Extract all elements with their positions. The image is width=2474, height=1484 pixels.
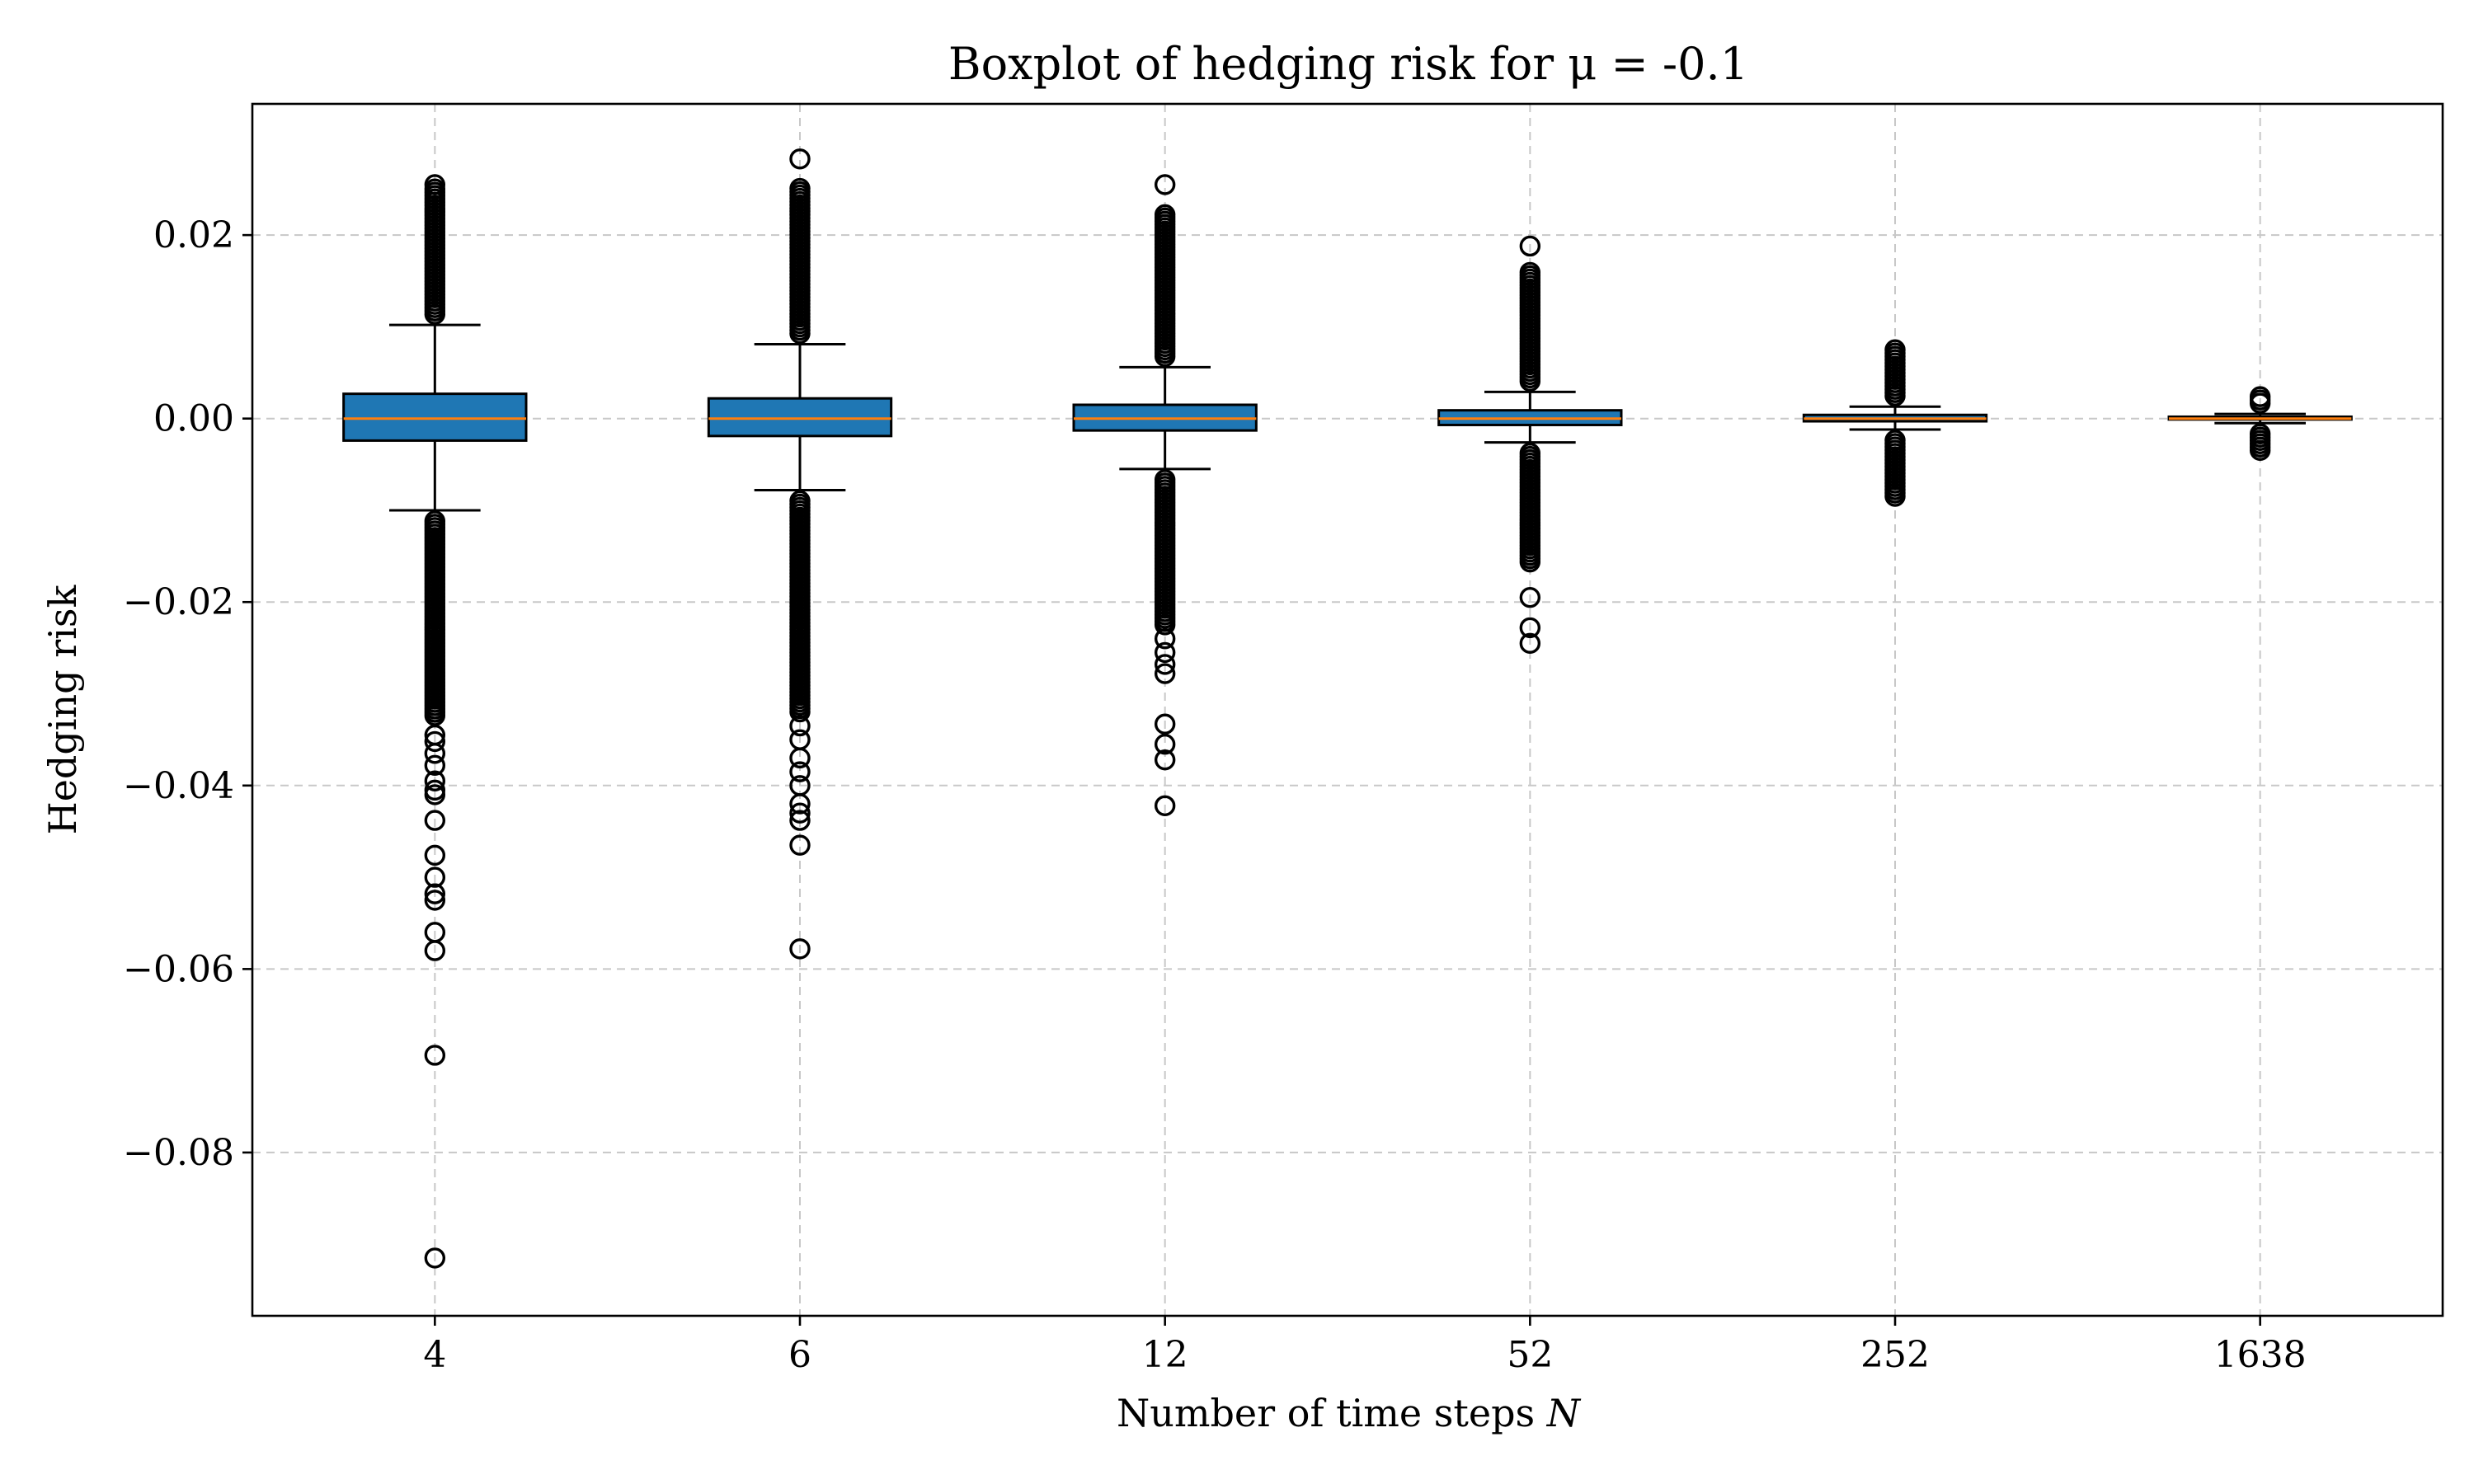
outlier-point: [1154, 734, 1176, 755]
x-tick-label: 252: [1860, 1334, 1930, 1376]
outlier-point: [424, 940, 446, 961]
outlier-point: [789, 802, 811, 824]
outlier-point: [1519, 261, 1541, 284]
box-series: [342, 148, 2353, 1269]
box-group-6: [707, 148, 893, 960]
outlier-point: [424, 754, 446, 777]
y-tick-label: −0.02: [123, 581, 234, 623]
x-axis-ticks: 4 6 12 52 252 1638: [423, 1316, 2307, 1376]
grid-lines: [252, 104, 2443, 1316]
outlier-point: [424, 883, 446, 904]
box-group-1638: [2167, 386, 2353, 461]
box-group-52: [1437, 235, 1623, 655]
outlier-point: [1154, 628, 1176, 650]
outlier-point: [789, 938, 811, 960]
outlier-point: [1154, 795, 1176, 816]
outlier-point: [2249, 439, 2271, 461]
outlier-point: [789, 834, 811, 856]
outlier-point: [789, 747, 811, 769]
outlier-point: [1154, 614, 1176, 636]
x-tick-label: 4: [423, 1334, 446, 1376]
outlier-point: [2249, 386, 2271, 407]
outlier-point: [1154, 654, 1176, 675]
outlier-point: [424, 866, 446, 888]
outlier-point: [1519, 617, 1541, 639]
iqr-box: [707, 397, 893, 438]
y-tick-label: −0.04: [123, 765, 234, 807]
outlier-point: [789, 810, 811, 831]
outlier-point: [1154, 713, 1176, 735]
outlier-point: [424, 174, 446, 195]
y-axis-label: Hedging risk: [40, 584, 85, 834]
outlier-point: [424, 1045, 446, 1066]
outlier-point: [1154, 641, 1176, 664]
outlier-point: [789, 715, 811, 737]
outlier-point: [789, 701, 811, 723]
outlier-point: [1884, 486, 1906, 507]
outlier-point: [789, 148, 811, 170]
outlier-point: [424, 730, 446, 753]
outlier-point: [1154, 663, 1176, 684]
x-tick-label: 6: [788, 1334, 811, 1376]
outlier-point: [1519, 551, 1541, 573]
outlier-point: [424, 743, 446, 764]
outlier-point: [1154, 174, 1176, 195]
box-group-4: [342, 174, 528, 1269]
outlier-point: [1154, 204, 1176, 226]
x-tick-label: 1638: [2214, 1334, 2307, 1376]
outlier-point: [1519, 586, 1541, 608]
chart-title: Boxplot of hedging risk for μ = -0.1: [948, 38, 1748, 90]
y-axis-ticks: 0.02 0.00 −0.02 −0.04 −0.06 −0.08: [123, 214, 252, 1174]
x-tick-label: 12: [1142, 1334, 1188, 1376]
outlier-point: [424, 1247, 446, 1269]
outlier-point: [1519, 632, 1541, 655]
outlier-point: [1884, 339, 1906, 360]
y-tick-label: 0.02: [153, 214, 234, 256]
outlier-point: [424, 890, 446, 911]
outlier-point: [424, 844, 446, 866]
x-axis-label: Number of time steps N: [1117, 1391, 1582, 1435]
y-tick-label: 0.00: [153, 398, 234, 440]
outlier-point: [424, 770, 446, 791]
outlier-point: [424, 784, 446, 805]
box-group-252: [1802, 339, 1988, 507]
outlier-point: [789, 793, 811, 815]
y-tick-label: −0.06: [123, 948, 234, 990]
y-tick-label: −0.08: [123, 1132, 234, 1174]
iqr-box: [342, 392, 528, 442]
outlier-point: [424, 810, 446, 831]
outlier-point: [1154, 749, 1176, 771]
outlier-point: [789, 761, 811, 782]
box-group-12: [1072, 174, 1258, 816]
plot-frame: [251, 102, 2444, 1317]
outlier-point: [789, 177, 811, 200]
outlier-point: [1519, 235, 1541, 257]
x-tick-label: 52: [1507, 1334, 1553, 1376]
